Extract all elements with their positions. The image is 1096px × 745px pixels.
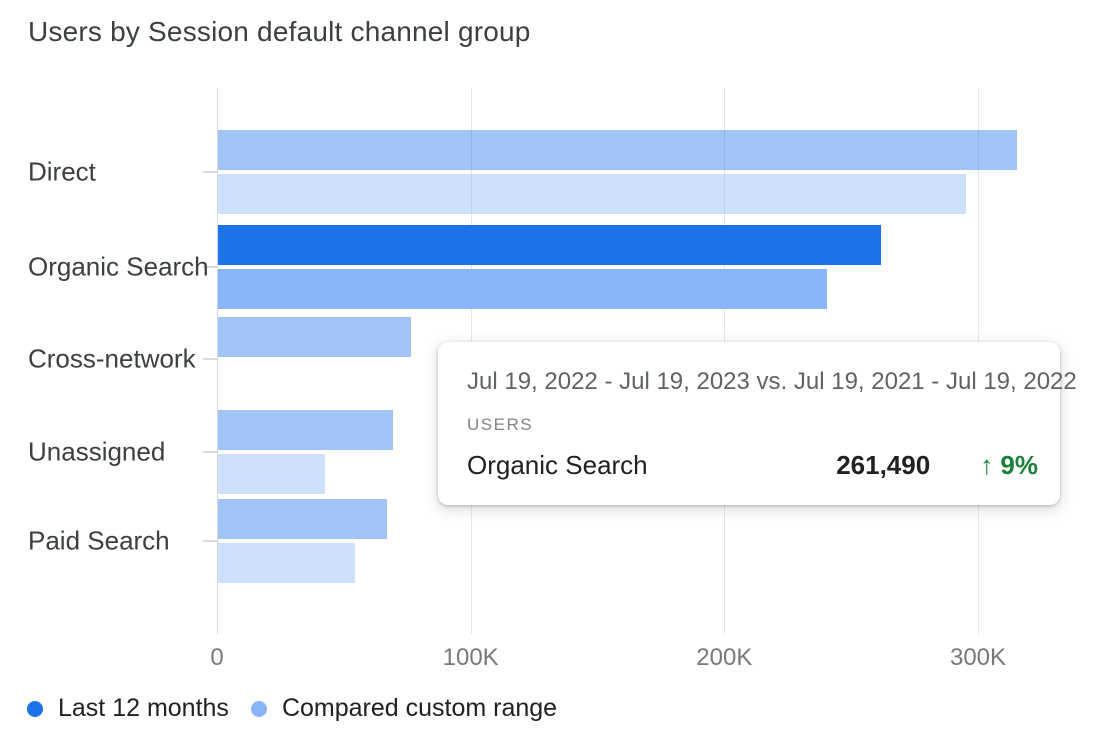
legend-label: Compared custom range [281, 694, 558, 722]
category-label-unassigned: Unassigned [28, 436, 166, 467]
bar-organic-search-compared[interactable] [218, 269, 827, 309]
bar-organic-search-current[interactable] [218, 225, 881, 265]
chart-legend: Last 12 months Compared custom range [27, 694, 557, 723]
tooltip-date-range: Jul 19, 2022 - Jul 19, 2023 vs. Jul 19, … [467, 368, 1077, 395]
chart-tooltip: Jul 19, 2022 - Jul 19, 2023 vs. Jul 19, … [438, 342, 1077, 505]
category-label-paid-search: Paid Search [28, 525, 170, 556]
legend-label: Last 12 months [58, 694, 229, 722]
legend-item-compared-custom-range[interactable]: Compared custom range [250, 694, 558, 723]
category-tick [203, 451, 217, 453]
bar-paid-search-compared[interactable] [218, 543, 355, 583]
up-arrow-icon: ↑ [980, 450, 994, 480]
bar-unassigned-current[interactable] [218, 410, 393, 450]
bar-direct-compared[interactable] [218, 174, 966, 214]
category-label-direct: Direct [28, 156, 96, 187]
x-axis-label: 200K [696, 644, 753, 671]
legend-item-last-12-months[interactable]: Last 12 months [27, 694, 229, 723]
tooltip-channel-name: Organic Search [467, 450, 648, 480]
tooltip-users-value: 261,490 [836, 450, 931, 480]
bar-cross-network-current[interactable] [218, 317, 411, 357]
category-tick [203, 266, 217, 268]
tooltip-change-value: 9% [1000, 450, 1038, 480]
legend-dot-compared-icon [250, 700, 267, 717]
category-tick [203, 358, 217, 360]
bar-direct-current[interactable] [218, 130, 1017, 170]
tooltip-row: Organic Search 261,490 ↑ 9% [467, 450, 1038, 480]
x-axis-label: 300K [949, 644, 1007, 671]
category-label-cross-network: Cross-network [28, 343, 196, 374]
tooltip-metric-label: USERS [467, 415, 534, 434]
category-tick [203, 540, 217, 542]
x-axis-label: 0 [210, 644, 224, 671]
bar-unassigned-compared[interactable] [218, 454, 325, 494]
category-label-organic-search: Organic Search [28, 251, 209, 282]
legend-dot-current-icon [27, 700, 43, 717]
chart-title: Users by Session default channel group [28, 16, 531, 47]
bar-paid-search-current[interactable] [218, 499, 387, 539]
category-tick [203, 171, 217, 173]
y-axis-line [217, 88, 218, 634]
x-axis-label: 100K [442, 644, 499, 671]
tooltip-change-percent: ↑ 9% [980, 450, 1038, 480]
